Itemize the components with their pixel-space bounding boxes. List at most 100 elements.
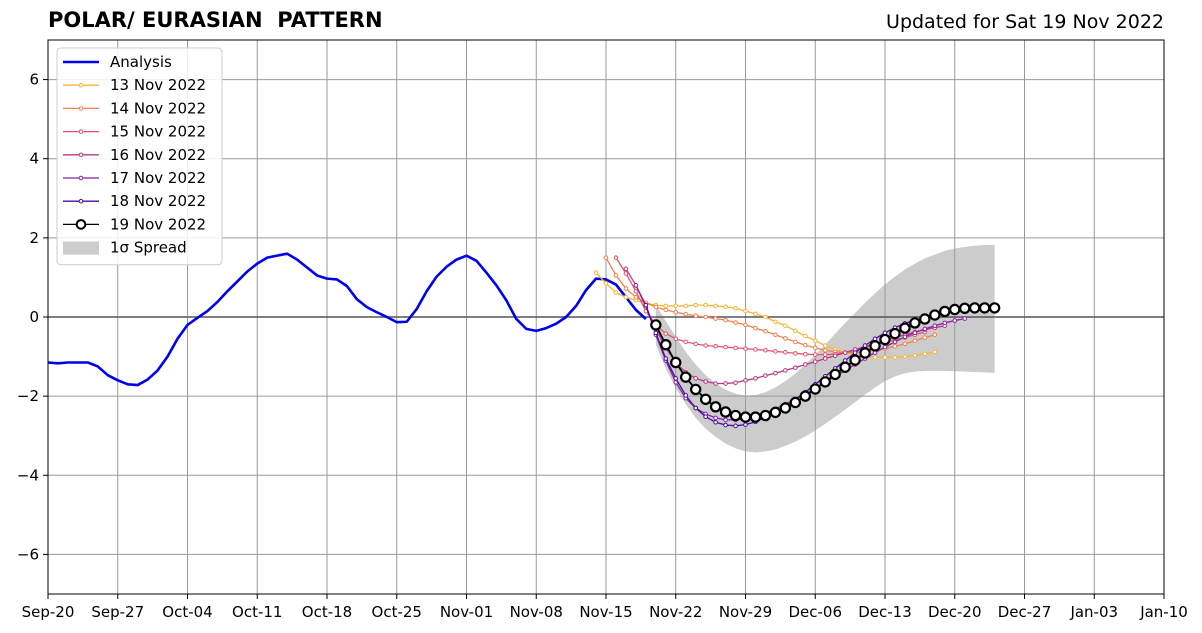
forecast-point [633, 288, 639, 294]
forecast-point [660, 339, 672, 351]
forecast-point [743, 322, 748, 328]
forecast-point [802, 362, 808, 367]
forecast-point [693, 341, 698, 347]
forecast-point [872, 355, 878, 360]
x-tick-label: Nov-08 [510, 603, 563, 621]
forecast-point [812, 345, 818, 351]
forecast-point [988, 302, 1001, 314]
forecast-point [673, 376, 679, 381]
forecast-point [783, 336, 788, 341]
forecast-point [763, 328, 768, 334]
forecast-point [912, 353, 918, 358]
forecast-point [829, 368, 841, 381]
forecast-point [793, 351, 798, 356]
forecast-point [663, 307, 669, 313]
forecast-point [753, 376, 758, 381]
forecast-point [882, 344, 888, 350]
forecast-point [822, 352, 828, 357]
forecast-point [713, 316, 718, 321]
legend-item: 1σ Spread [63, 239, 187, 257]
forecast-point [723, 417, 728, 423]
forecast-point [769, 406, 782, 419]
forecast-point [879, 333, 891, 346]
forecast-point [763, 373, 768, 378]
forecast-point [670, 356, 682, 369]
forecast-point [703, 414, 708, 420]
forecast-point [623, 271, 629, 276]
forecast-point [743, 378, 748, 383]
forecast-point [822, 347, 828, 353]
x-tick-label: Oct-11 [232, 603, 282, 621]
legend: Analysis 13 Nov 2022 14 Nov 2022 15 Nov 202… [56, 47, 223, 266]
legend-item: 14 Nov 2022 [63, 99, 206, 117]
forecast-point [673, 336, 679, 342]
forecast-point [683, 303, 689, 309]
forecast-point [812, 359, 818, 365]
forecast-point [723, 344, 728, 350]
forecast-point [733, 320, 738, 325]
forecast-point [713, 381, 718, 386]
forecast-point [912, 338, 918, 344]
forecast-point [922, 351, 928, 357]
legend-item: 17 Nov 2022 [63, 169, 206, 187]
legend-label: 1σ Spread [110, 239, 187, 257]
forecast-point [789, 396, 802, 409]
forecast-point [713, 415, 718, 421]
analysis-line [47, 252, 647, 387]
forecast-point [959, 302, 971, 314]
x-tick-label: Oct-25 [372, 603, 422, 621]
forecast-point [689, 383, 702, 396]
forecast-point [593, 270, 599, 275]
x-tick-label: Sep-20 [22, 603, 75, 621]
forecast-point [899, 322, 911, 334]
legend-marker [78, 129, 84, 134]
analysis-layer [47, 252, 647, 387]
forecast-point [693, 376, 698, 381]
forecast-point [862, 343, 868, 348]
forecast-point [793, 339, 798, 345]
forecast-point [859, 347, 871, 359]
forecast-point [653, 304, 659, 310]
updated-date: Updated for Sat 19 Nov 2022 [886, 11, 1164, 33]
forecast-point [723, 381, 728, 386]
forecast-point [693, 302, 698, 308]
forecast-point [912, 330, 918, 336]
forecast-point [723, 317, 728, 323]
forecast-point [773, 349, 778, 354]
y-tick-label: 2 [29, 229, 39, 247]
legend-label: 18 Nov 2022 [110, 192, 206, 210]
forecast-point [693, 313, 698, 319]
forecast-point [939, 305, 951, 318]
forecast-point [783, 323, 788, 329]
legend-label: Analysis [110, 53, 172, 71]
x-tick-label: Nov-22 [649, 603, 702, 621]
x-tick-label: Jan-10 [1139, 603, 1188, 621]
x-tick-label: Jan-03 [1069, 603, 1118, 621]
forecast-point [819, 376, 831, 388]
forecast-point [623, 286, 629, 291]
forecast-point [753, 347, 758, 352]
forecast-point [663, 356, 669, 361]
legend-swatch [63, 241, 99, 255]
forecast-point [743, 308, 748, 314]
forecast-point [892, 339, 898, 345]
forecast-point [743, 346, 748, 351]
forecast-point [802, 333, 808, 339]
forecast-point [852, 350, 858, 355]
forecast-point [932, 332, 938, 338]
forecast-point [603, 281, 609, 286]
forecast-point [699, 393, 712, 406]
legend-label: 17 Nov 2022 [110, 169, 206, 187]
forecast-point [703, 314, 708, 320]
forecast-point [872, 336, 878, 342]
forecast-point [683, 311, 689, 317]
forecast-point [703, 379, 708, 384]
forecast-point [949, 303, 961, 316]
forecast-point [902, 341, 908, 347]
forecast-point [680, 371, 692, 383]
x-tick-label: Nov-29 [719, 603, 772, 621]
forecast-point [802, 342, 808, 348]
legend-marker [78, 152, 84, 158]
forecast-point [799, 390, 811, 402]
forecast-point [613, 290, 619, 295]
